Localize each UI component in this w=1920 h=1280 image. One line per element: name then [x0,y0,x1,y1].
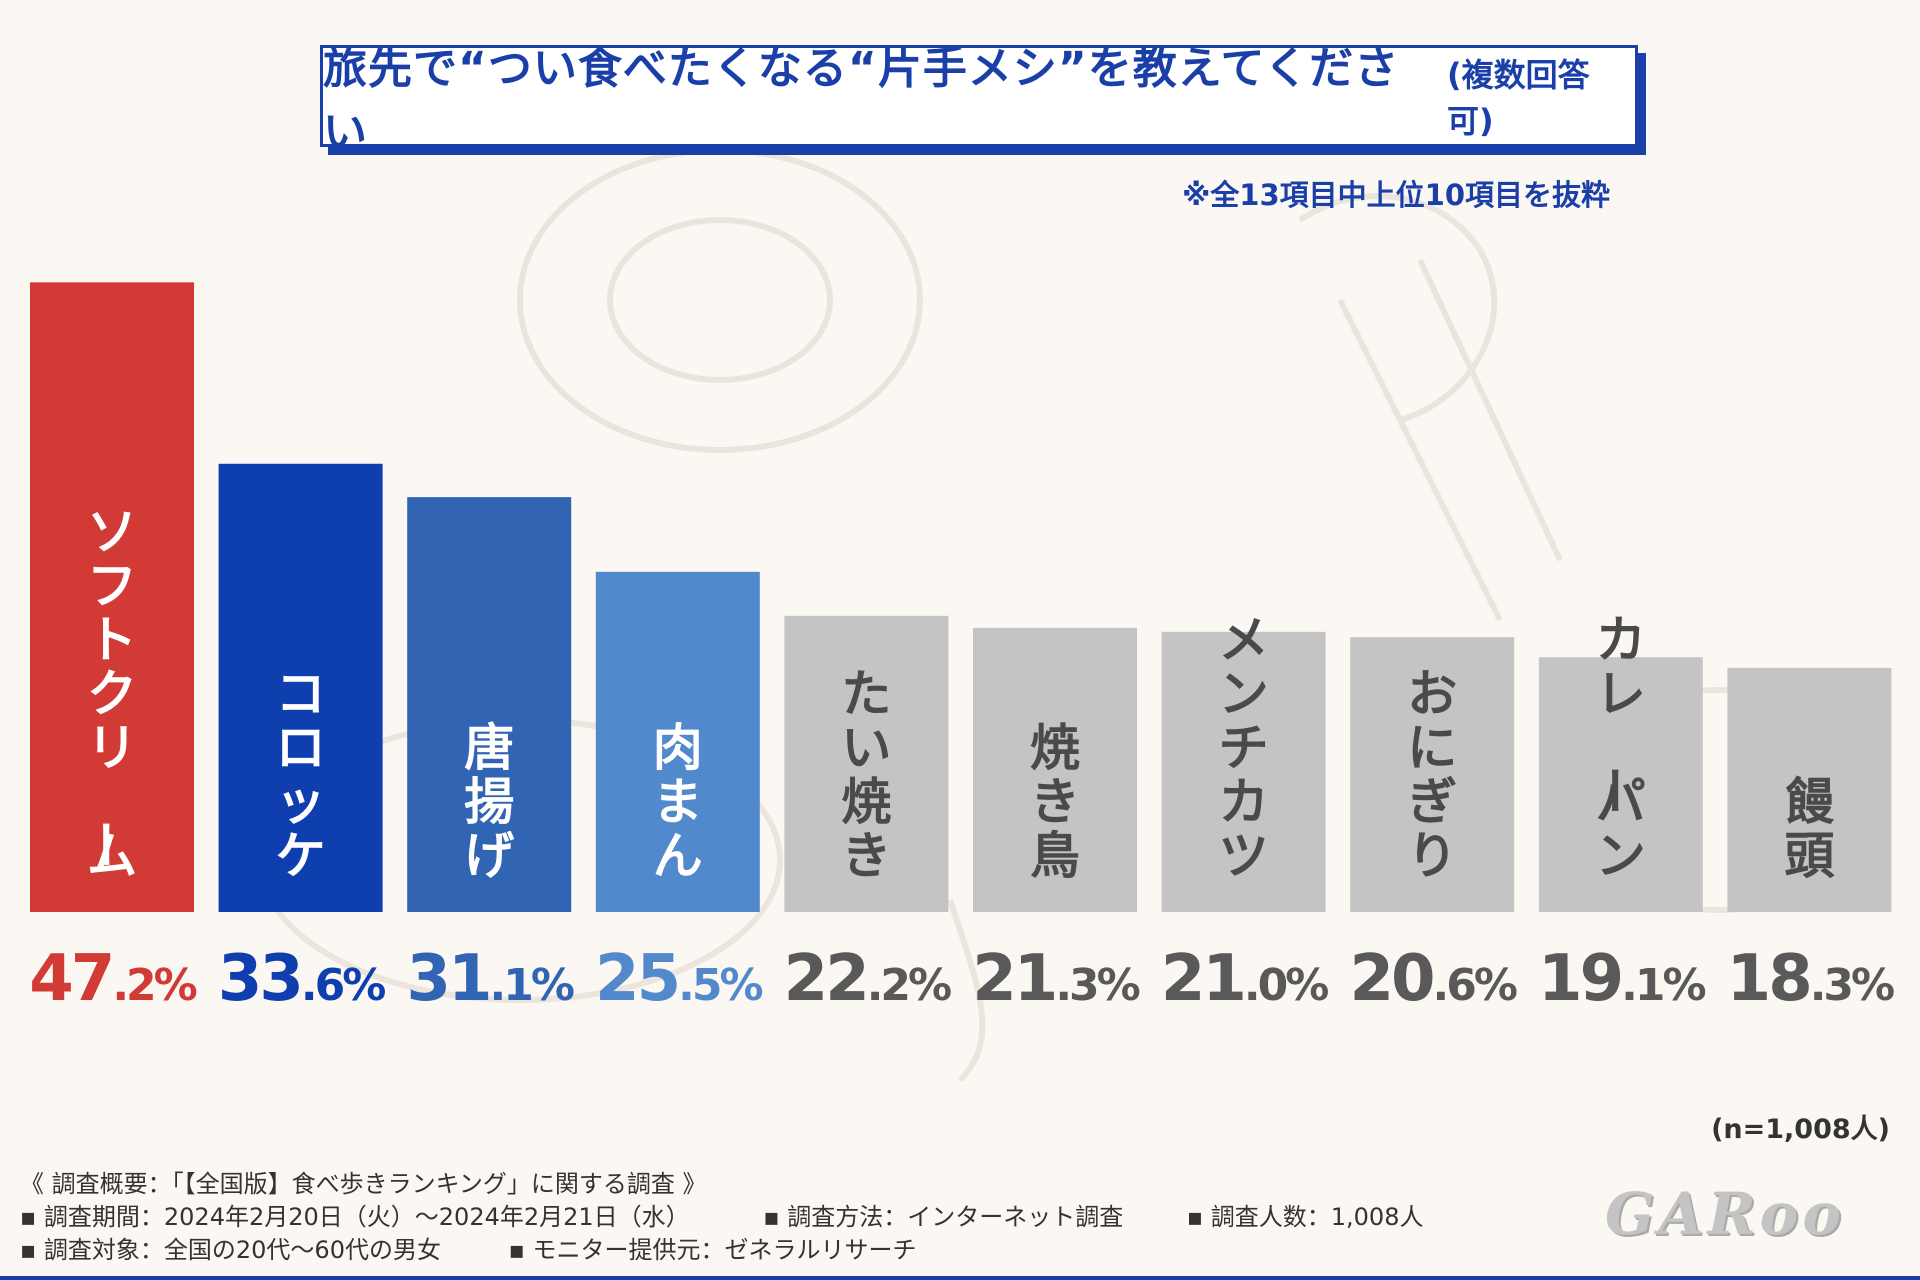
bottom-divider [0,1276,1920,1280]
survey-period: ▪ 調査期間：2024年2月20日（火）～2024年2月21日（水） [20,1203,690,1231]
category-label-9: カレーパン [1584,611,1646,885]
bar-1 [30,282,194,912]
value-label-9: 19.1% [1538,942,1705,1016]
category-label-8: おにぎり [1407,665,1457,885]
survey-heading: 《 調査概要：「【全国版】食べ歩きランキング」に関する調査 》 [20,1170,707,1198]
chart-title: 旅先で“つい食べたくなる“片手メシ”を教えてください [323,43,1400,158]
survey-overview: 《 調査概要：「【全国版】食べ歩きランキング」に関する調査 》 ▪ 調査期間：2… [20,1168,1423,1267]
bar-4 [595,571,760,912]
bar-3 [407,497,572,912]
bar-5 [784,615,949,912]
sample-size-label: (n=1,008人) [1711,1114,1890,1145]
value-label-4: 25.5% [595,942,762,1016]
value-label-2: 33.6% [218,942,385,1016]
value-label-7: 21.0% [1161,942,1328,1016]
value-label-8: 20.6% [1349,942,1516,1016]
bar-8 [1350,637,1515,912]
chart-note: ※全13項目中上位10項目を抜粋 [1182,178,1611,212]
survey-provider: ▪ モニター提供元：ゼネラルリサーチ [508,1236,917,1264]
survey-respondents: ▪ 調査人数：1,008人 [1186,1203,1424,1231]
value-label-1: 47.2% [29,942,196,1016]
value-label-6: 21.3% [972,942,1139,1016]
category-label-3: 唐揚げ [464,719,514,885]
category-label-7: メンチカツ [1219,611,1269,885]
chart-title-box: 旅先で“つい食べたくなる“片手メシ”を教えてください (複数回答可) [320,43,1638,158]
bar-10 [1727,667,1892,912]
brand-logo: GARoo [1604,1180,1846,1248]
value-label-10: 18.3% [1727,942,1894,1016]
category-label-4: 肉まん [653,719,703,885]
category-label-1: ソフトクリーム [75,503,137,885]
bar-2 [218,463,383,912]
value-label-3: 31.1% [406,942,573,1016]
chart-subtitle: (複数回答可) [1446,56,1590,140]
survey-method: ▪ 調査方法：インターネット調査 [763,1203,1124,1231]
category-label-5: たい焼き [841,665,891,885]
bar-9 [1538,657,1703,912]
category-label-6: 焼き鳥 [1030,719,1080,885]
bar-7 [1161,631,1326,912]
category-label-10: 饅頭 [1784,773,1835,885]
survey-target: ▪ 調査対象：全国の20代～60代の男女 [20,1236,441,1264]
bar-6 [973,627,1137,912]
category-label-2: コロッケ [276,665,326,885]
value-label-5: 22.2% [784,942,951,1016]
